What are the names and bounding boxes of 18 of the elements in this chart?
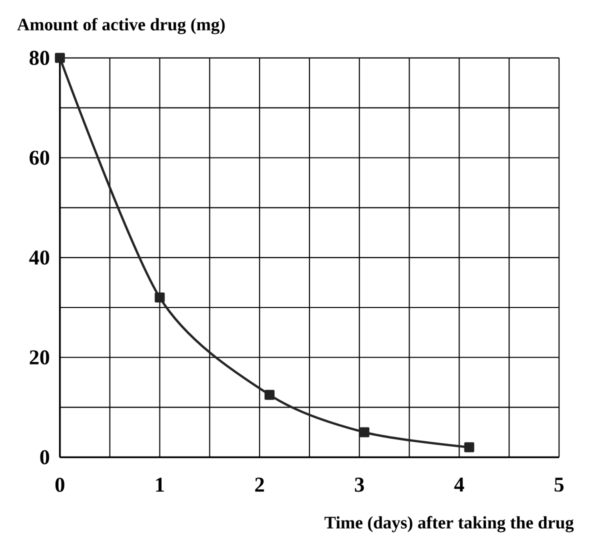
x-tick-label: 4 [454,478,464,492]
y-tick-label: 20 [30,350,50,364]
y-tick-label: 40 [29,250,50,265]
y-tick-label: 0 [40,450,50,464]
x-tick-label: 2 [255,478,264,492]
x-tick-label: 0 [55,478,64,492]
y-tick-label: 60 [30,150,50,165]
x-tick-label: 1 [156,478,164,492]
x-tick-label: 5 [554,478,564,492]
point [264,390,275,400]
point [154,292,165,302]
point [54,52,65,63]
point [464,442,474,452]
x-tick-label: 3 [354,478,364,492]
x-axis-title: Time (days) after taking the drug [324,516,574,532]
y-tick-label: 80 [30,50,50,65]
point [359,427,370,438]
y-axis-title: Amount of active drug (mg) [17,18,225,34]
